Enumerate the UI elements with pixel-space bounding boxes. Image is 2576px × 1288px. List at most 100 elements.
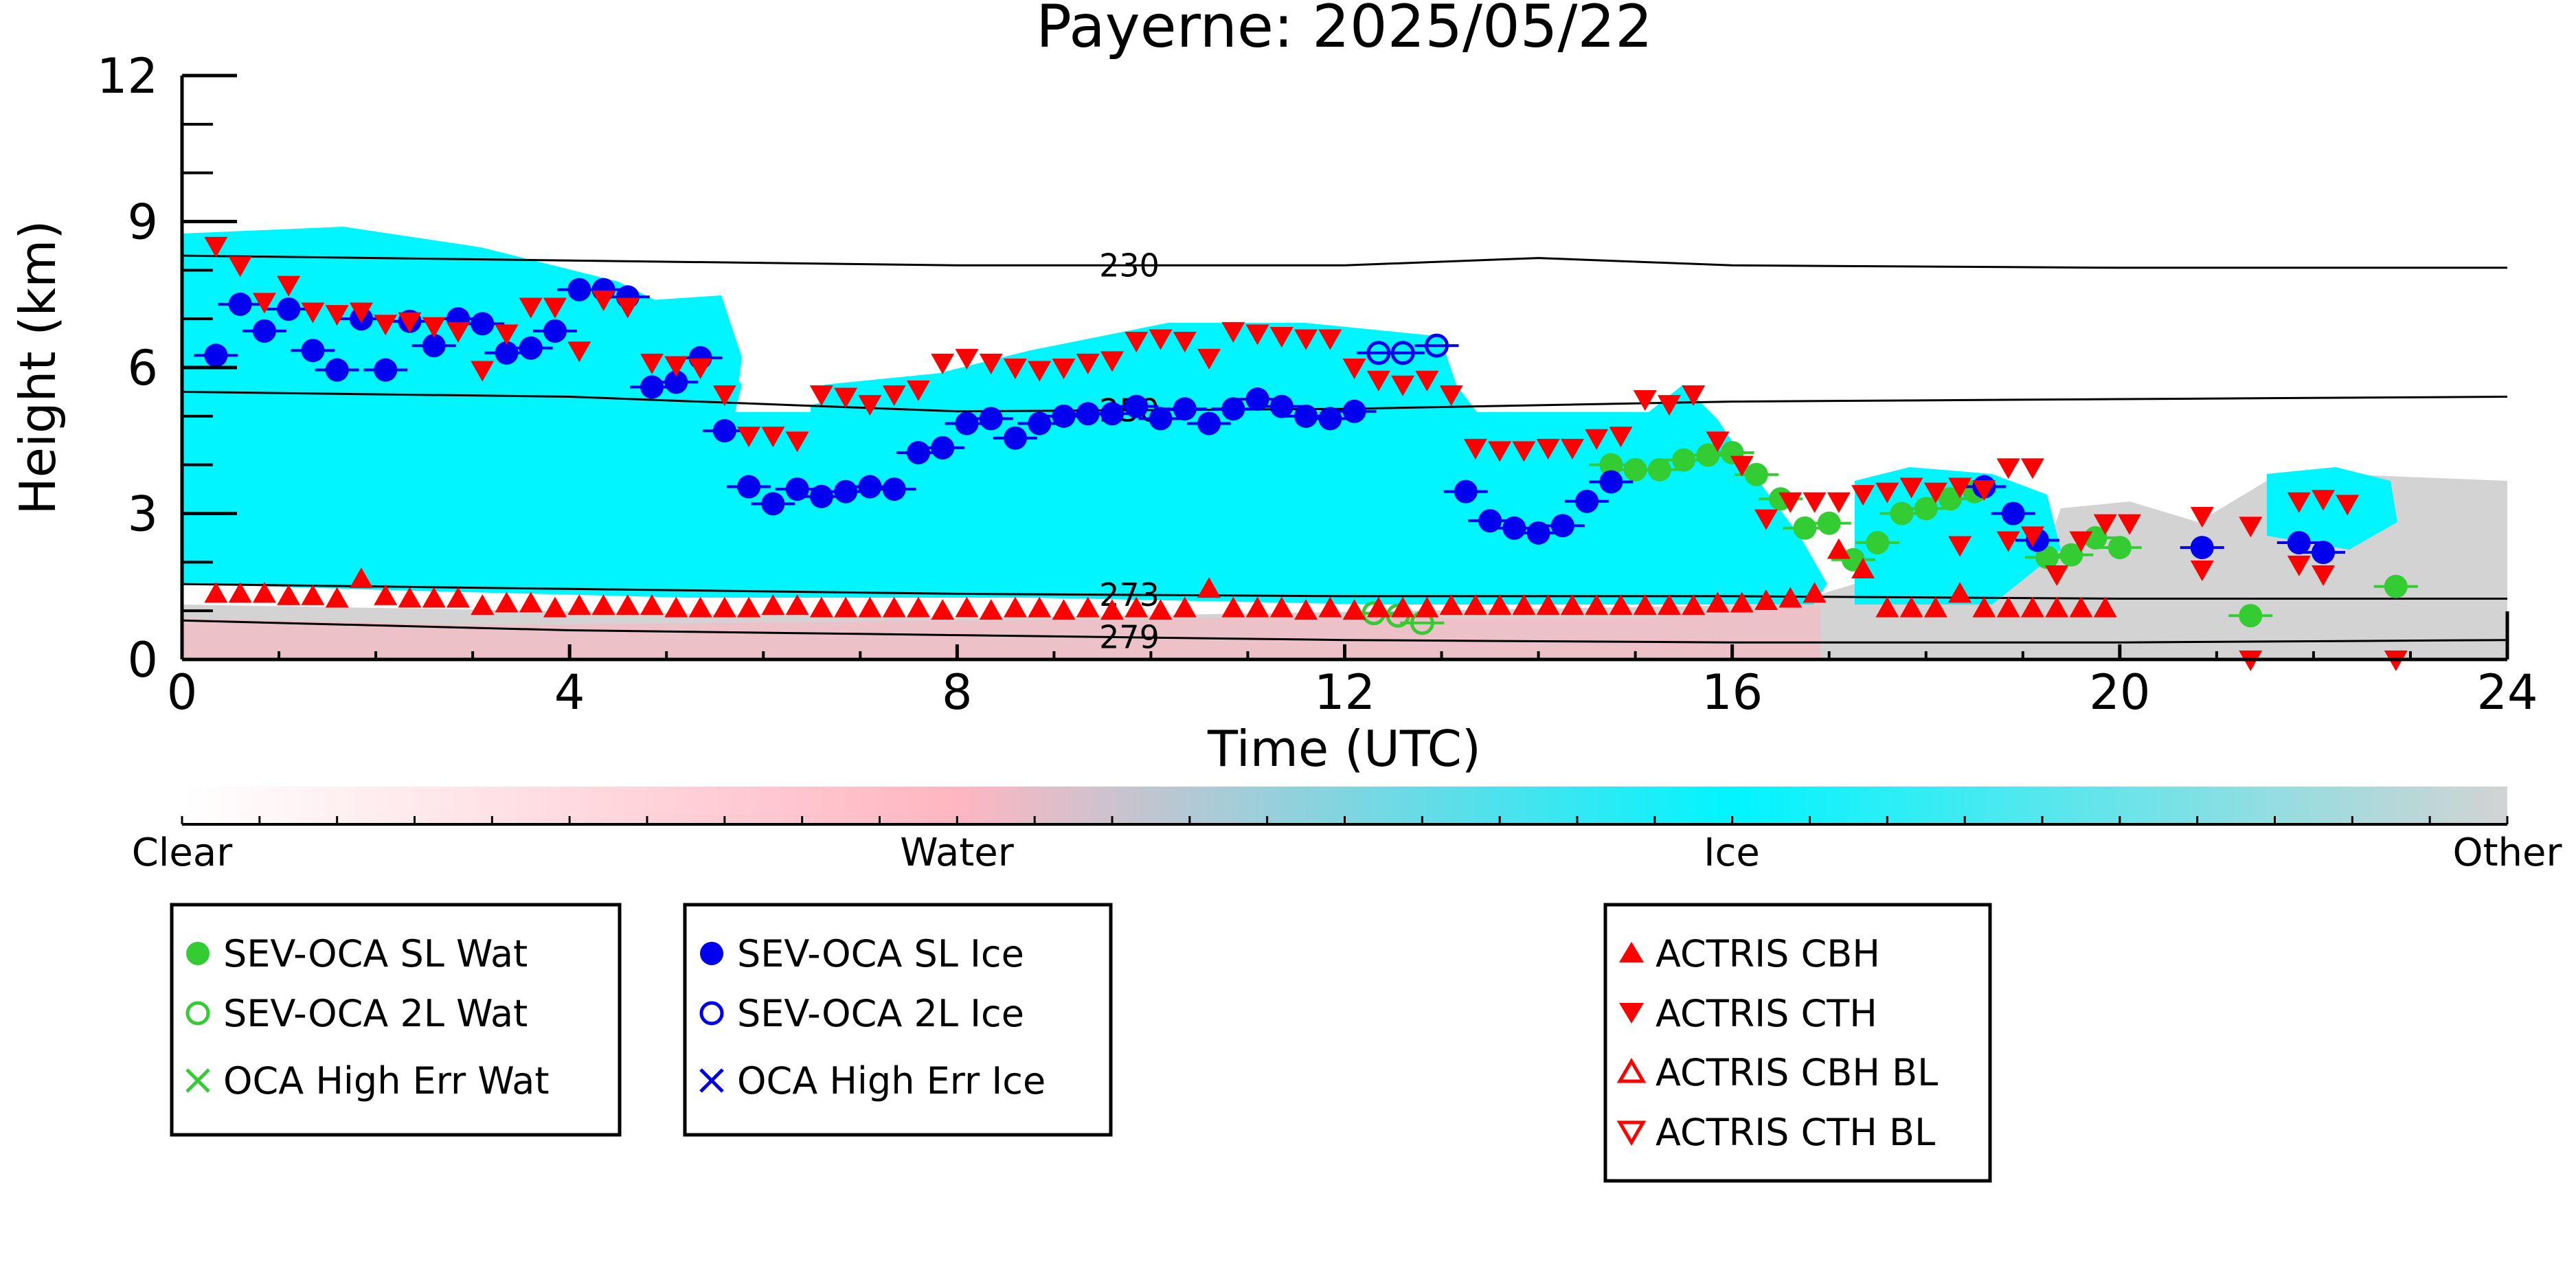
marker-actris-cth	[2020, 526, 2044, 547]
marker-sev-oca-sl-ice	[1028, 411, 1052, 436]
marker-actris-cth	[1682, 385, 1706, 406]
marker-actris-cth	[1585, 429, 1609, 450]
marker-actris-cbh	[495, 591, 519, 613]
marker-sev-oca-sl-ice	[2001, 501, 2025, 526]
colorbar-ticks	[181, 816, 2509, 824]
marker-actris-cbh	[543, 596, 567, 618]
marker-actris-cbh	[2020, 596, 2044, 618]
marker-sev-oca-sl-wat	[2239, 604, 2263, 628]
marker-sev-oca-sl-ice	[1269, 394, 1293, 418]
marker-actris-cbh	[277, 584, 301, 605]
marker-actris-cbh	[1318, 596, 1342, 618]
legend-higherr-wat-label: OCA High Err Wat	[223, 1059, 550, 1103]
marker-actris-cth	[1730, 455, 1754, 477]
marker-actris-cth	[1052, 359, 1076, 379]
marker-actris-cbh	[1972, 596, 1996, 618]
contour-line-273	[182, 583, 2507, 600]
y-tick-label: 12	[97, 48, 158, 104]
marker-actris-cbh	[1076, 596, 1100, 618]
marker-actris-cbh	[1923, 596, 1947, 618]
marker-sev-oca-sl-ice	[1318, 407, 1342, 431]
contour-label-279: 279	[1099, 618, 1160, 655]
marker-actris-cbh	[374, 584, 398, 605]
marker-actris-cth	[761, 427, 785, 448]
marker-actris-cbh	[1899, 596, 1923, 618]
marker-actris-cth	[1366, 370, 1390, 392]
marker-actris-cbh	[1730, 591, 1754, 613]
marker-actris-cth	[737, 427, 761, 448]
marker-sev-oca-sl-ice	[1221, 397, 1245, 421]
legend-cth-label: ACTRIS CTH	[1656, 992, 1877, 1035]
contour-line-279	[182, 619, 2507, 644]
marker-sev-oca-sl-wat	[1744, 462, 1768, 486]
marker-sev-oca-sl-ice	[1294, 404, 1318, 428]
marker-actris-cbh	[615, 594, 640, 615]
y-tick-label: 6	[127, 340, 158, 396]
marker-actris-cth	[1076, 353, 1100, 374]
marker-actris-cth	[1972, 480, 1996, 501]
marker-actris-cbh	[252, 582, 276, 603]
marker-actris-cth	[277, 275, 301, 297]
x-tick-label: 4	[554, 664, 585, 721]
legend-cbh-bl-label: ACTRIS CBH BL	[1656, 1051, 1938, 1094]
legend-water-box	[170, 903, 622, 1137]
marker-actris-cbh	[1125, 596, 1149, 618]
marker-actris-cth	[1754, 509, 1778, 530]
marker-actris-cth	[1996, 458, 2020, 479]
marker-sev-oca-sl-ice	[422, 334, 446, 358]
marker-actris-cth	[1028, 361, 1052, 382]
marker-actris-cbh	[1366, 596, 1390, 618]
marker-actris-cbh	[1682, 594, 1706, 615]
water-class-region	[182, 605, 1820, 659]
marker-actris-cbh	[1463, 594, 1487, 615]
marker-actris-cth	[931, 353, 955, 374]
marker-actris-cbh	[1996, 596, 2020, 618]
marker-sev-oca-sl-ice	[664, 370, 688, 394]
marker-sev-oca-sl-ice	[834, 479, 858, 504]
marker-actris-cbh	[1294, 599, 1318, 620]
markers-layer	[194, 236, 2418, 671]
marker-actris-cth	[1488, 441, 1512, 462]
marker-actris-cth	[543, 297, 567, 319]
marker-actris-cbh	[2069, 596, 2093, 618]
marker-actris-cth	[1706, 431, 1730, 453]
marker-actris-cth	[1221, 321, 1245, 343]
marker-actris-cth	[2312, 565, 2336, 587]
legend-2l-wat-marker	[185, 1001, 210, 1026]
x-axis-label: Time (UTC)	[1207, 720, 1481, 778]
marker-actris-cth	[1463, 438, 1487, 460]
marker-actris-cth	[471, 361, 495, 382]
colorbar-label-water: Water	[900, 831, 1015, 875]
marker-actris-cbh	[1754, 589, 1778, 610]
marker-actris-cth	[1391, 375, 1415, 396]
marker-actris-cbh	[1269, 596, 1293, 618]
legend-cbh-bl-marker	[1616, 1058, 1647, 1083]
marker-actris-cbh	[761, 594, 785, 615]
marker-actris-cth	[979, 353, 1003, 374]
marker-sev-oca-sl-ice	[1125, 394, 1149, 418]
marker-actris-cth	[906, 380, 930, 401]
marker-sev-oca-sl-ice	[931, 436, 955, 460]
marker-actris-cbh	[204, 582, 228, 603]
legend-sl-ice-label: SEV-OCA SL Ice	[737, 932, 1024, 975]
marker-actris-cth	[1778, 492, 1803, 513]
legend-water: SEV-OCA SL Wat SEV-OCA 2L Wat OCA High E…	[170, 903, 622, 1137]
marker-sev-oca-sl-ice	[325, 358, 349, 382]
marker-actris-cbh	[1003, 596, 1027, 618]
legend-cbh-label: ACTRIS CBH	[1656, 932, 1880, 975]
marker-actris-cth	[664, 356, 688, 377]
marker-actris-cbh	[858, 596, 882, 618]
legend-2l-ice-label: SEV-OCA 2L Ice	[737, 992, 1024, 1035]
marker-sev-oca-sl-ice	[1149, 407, 1173, 431]
legend-2l-ice-marker	[699, 1001, 724, 1026]
marker-actris-cth	[834, 387, 858, 409]
marker-sev-oca-sl-ice	[979, 407, 1003, 431]
marker-sev-oca-sl-ice	[1100, 402, 1124, 426]
marker-actris-cbh	[1609, 594, 1633, 615]
marker-sev-oca-sl-wat	[1793, 516, 1817, 540]
marker-sev-oca-sl-ice	[882, 477, 906, 501]
marker-actris-cbh	[688, 596, 712, 618]
marker-actris-cbh	[1948, 582, 1972, 603]
marker-actris-cth	[1173, 332, 1197, 353]
